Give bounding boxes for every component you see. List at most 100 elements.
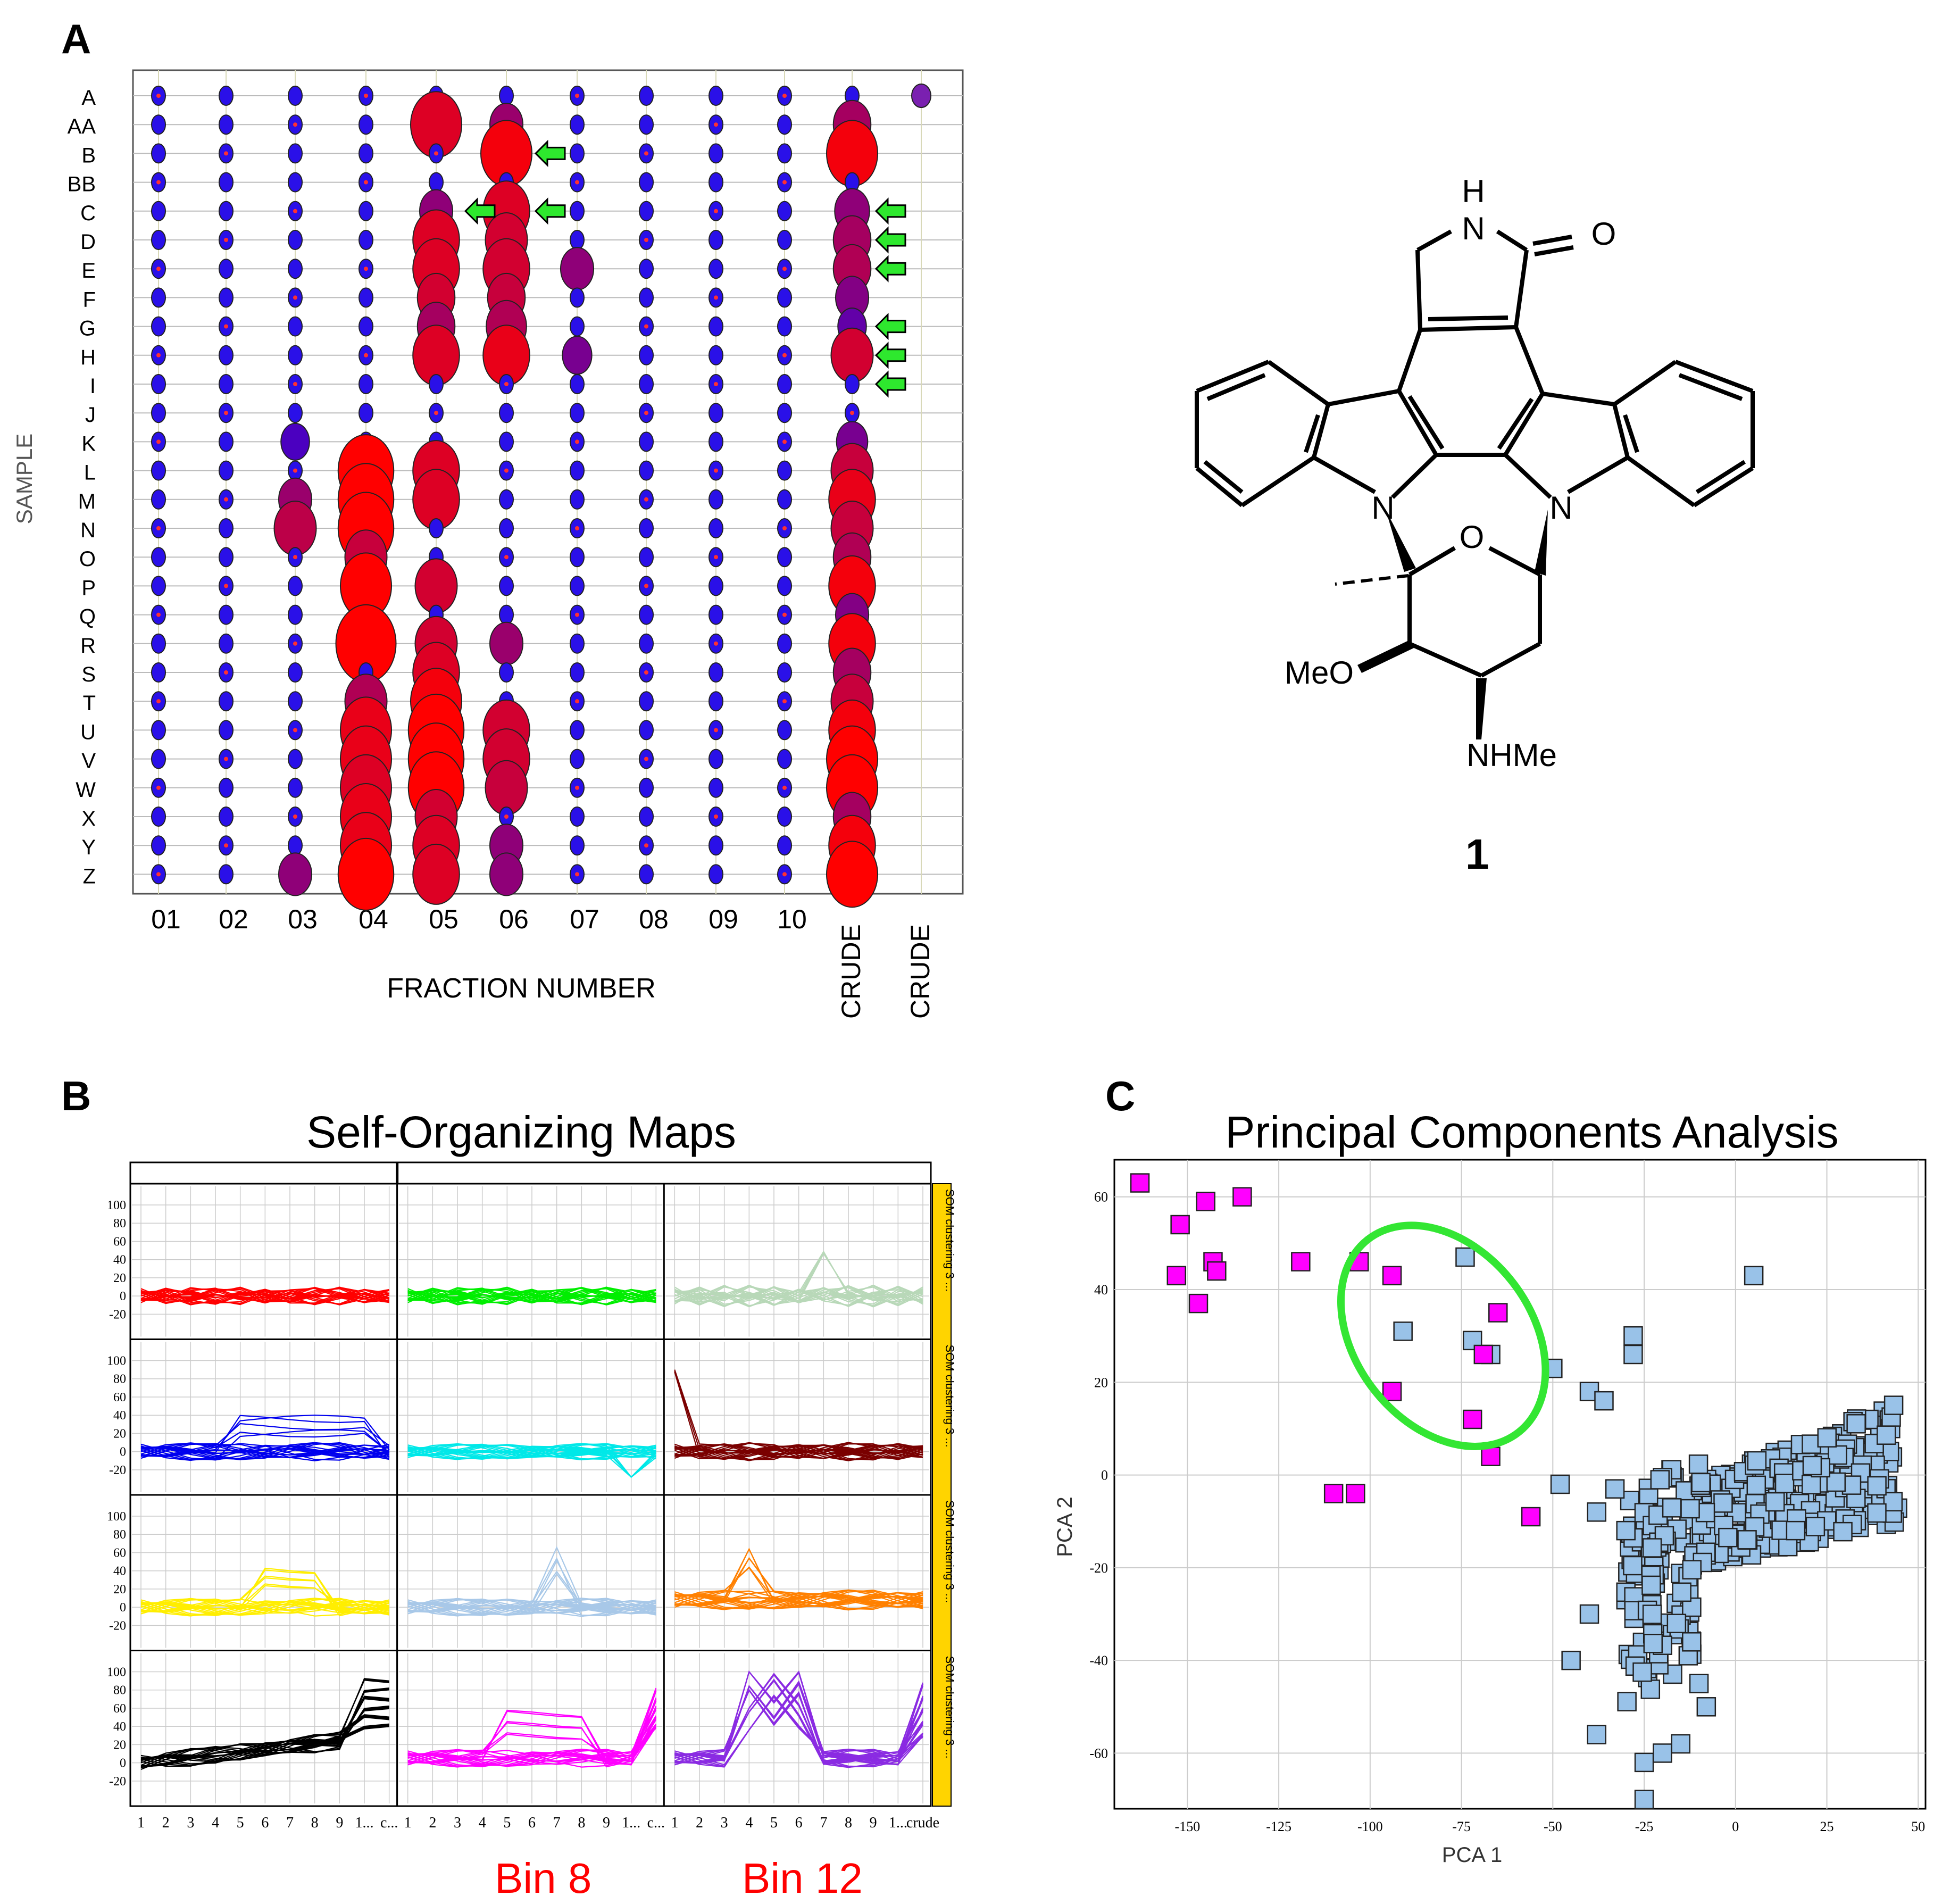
som-x-tick: 1... xyxy=(355,1815,374,1831)
bubble xyxy=(777,835,792,856)
bubble xyxy=(151,201,166,221)
som-profile-line xyxy=(674,1696,923,1766)
bubble-dot xyxy=(714,209,718,213)
pca-x-tick: -125 xyxy=(1266,1819,1291,1834)
bubble-dot xyxy=(575,439,579,444)
bubble-dot xyxy=(434,151,438,156)
row-label: AA xyxy=(68,115,96,138)
som-x-tick: 8 xyxy=(845,1815,852,1831)
pca-x-tick: -50 xyxy=(1544,1819,1562,1834)
som-x-tick: 3 xyxy=(454,1815,461,1831)
green-arrow xyxy=(534,139,566,168)
pca-point-magenta xyxy=(1166,1266,1187,1286)
x-axis-label: FRACTION NUMBER xyxy=(387,973,656,1004)
som-profile-line xyxy=(674,1590,923,1609)
pca-point-lightblue xyxy=(1867,1503,1887,1523)
som-profile-line xyxy=(674,1284,923,1307)
pca-y-tick: 40 xyxy=(1094,1282,1108,1298)
som-profile-line xyxy=(407,1287,656,1304)
som-y-tick: 0 xyxy=(120,1290,126,1303)
bubble xyxy=(845,374,860,394)
bubble xyxy=(777,749,792,769)
green-arrow xyxy=(874,312,906,340)
bubble xyxy=(709,86,723,106)
som-profile-line xyxy=(140,1598,389,1615)
bubble-dot xyxy=(644,411,648,415)
bubble-dot xyxy=(156,872,161,877)
bubble xyxy=(288,403,303,423)
pca-x-label: PCA 1 xyxy=(1442,1843,1502,1867)
atom-o-carbonyl: O xyxy=(1591,216,1616,252)
bubble-dot xyxy=(644,843,648,848)
bubble-dot xyxy=(714,122,718,127)
green-arrow xyxy=(874,370,906,398)
som-y-tick: 100 xyxy=(107,1354,126,1368)
bubble xyxy=(570,114,585,135)
green-arrow xyxy=(534,197,566,225)
som-profile-line xyxy=(140,1600,389,1612)
bubble-dot xyxy=(782,353,787,357)
row-label: X xyxy=(81,807,96,830)
som-cell-frame xyxy=(663,1650,932,1807)
bubble-dot xyxy=(782,180,787,185)
pca-x-tick: -100 xyxy=(1357,1819,1383,1834)
row-label: H xyxy=(80,346,96,369)
som-x-tick: 3 xyxy=(721,1815,728,1831)
som-profile-line xyxy=(140,1415,390,1458)
som-profile-line xyxy=(407,1600,656,1612)
row-label: C xyxy=(80,202,96,225)
som-x-tick: 7 xyxy=(553,1815,561,1831)
bubble xyxy=(219,172,234,193)
som-profile-line xyxy=(140,1443,389,1461)
bubble-dot xyxy=(504,468,509,473)
bubble xyxy=(489,852,523,896)
row-label: D xyxy=(80,230,96,254)
som-profile-line xyxy=(407,1726,657,1767)
som-profile-line xyxy=(407,1598,656,1616)
pca-point-lightblue xyxy=(1828,1445,1847,1465)
bubble xyxy=(219,807,234,827)
bubble xyxy=(709,835,723,856)
som-x-tick: c... xyxy=(647,1815,665,1831)
som-profile-line xyxy=(407,1598,656,1615)
pca-point-lightblue xyxy=(1833,1521,1853,1542)
pca-point-lightblue xyxy=(1662,1498,1682,1518)
pca-point-lightblue xyxy=(1744,1266,1764,1286)
bubble-dot xyxy=(156,180,161,185)
bubble-dot xyxy=(364,353,368,357)
pca-point-lightblue xyxy=(1632,1662,1652,1682)
pca-point-magenta xyxy=(1232,1187,1252,1207)
pca-point-magenta xyxy=(1488,1303,1508,1323)
som-y-tick: 40 xyxy=(113,1409,126,1423)
pca-point-magenta xyxy=(1481,1446,1501,1466)
bubble-dot xyxy=(575,785,579,790)
som-profile-line xyxy=(407,1288,656,1306)
pca-point-lightblue xyxy=(1634,1790,1654,1809)
som-profile-line xyxy=(407,1599,656,1617)
som-profile-line xyxy=(140,1726,389,1770)
som-profile-line xyxy=(140,1708,389,1761)
som-profile-line xyxy=(140,1567,389,1615)
bubble xyxy=(709,259,723,279)
pca-point-lightblue xyxy=(1623,1556,1643,1576)
som-x-tick: 1 xyxy=(404,1815,412,1831)
som-profile-line xyxy=(674,1592,923,1606)
row-label: Z xyxy=(83,864,96,888)
bubble xyxy=(570,460,585,481)
pca-point-lightblue xyxy=(1774,1474,1795,1493)
bubble-dot xyxy=(293,641,297,646)
bubble-dot xyxy=(644,670,648,675)
som-strip-label: SOM clustering 3 ... xyxy=(943,1500,956,1603)
bubble xyxy=(288,316,303,337)
som-profile-line xyxy=(140,1678,389,1767)
bubble xyxy=(278,852,312,896)
bubble xyxy=(570,143,585,164)
bubble-dot xyxy=(224,843,228,848)
pca-point-lightblue xyxy=(1691,1473,1711,1493)
bubble xyxy=(709,403,723,423)
bubble-dot xyxy=(364,267,368,271)
som-profile-line xyxy=(140,1601,389,1617)
pca-point-magenta xyxy=(1473,1344,1494,1365)
